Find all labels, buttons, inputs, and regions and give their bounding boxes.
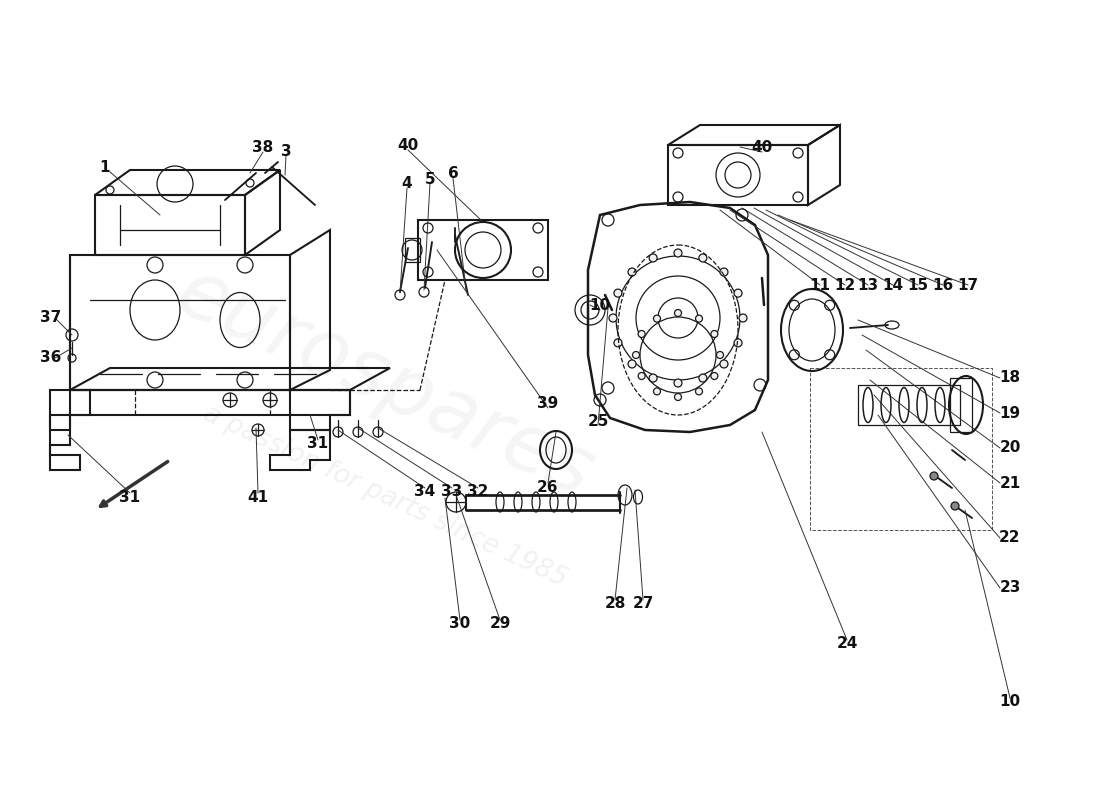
Text: 10: 10 bbox=[1000, 694, 1021, 710]
Text: 33: 33 bbox=[441, 485, 463, 499]
Circle shape bbox=[628, 268, 636, 276]
Circle shape bbox=[628, 360, 636, 368]
Text: 27: 27 bbox=[632, 597, 653, 611]
Text: 13: 13 bbox=[857, 278, 879, 293]
Circle shape bbox=[653, 315, 660, 322]
Circle shape bbox=[649, 374, 657, 382]
Circle shape bbox=[711, 373, 718, 379]
Text: 24: 24 bbox=[836, 637, 858, 651]
Circle shape bbox=[638, 373, 645, 379]
Circle shape bbox=[695, 315, 703, 322]
Text: 36: 36 bbox=[41, 350, 62, 366]
Circle shape bbox=[614, 289, 622, 297]
Text: 1: 1 bbox=[100, 161, 110, 175]
Text: 14: 14 bbox=[882, 278, 903, 293]
Text: 39: 39 bbox=[538, 397, 559, 411]
Circle shape bbox=[720, 268, 728, 276]
Text: 26: 26 bbox=[537, 479, 559, 494]
Text: 16: 16 bbox=[933, 278, 954, 293]
Text: 38: 38 bbox=[252, 141, 274, 155]
Text: 4: 4 bbox=[402, 177, 412, 191]
Text: 25: 25 bbox=[587, 414, 608, 429]
Text: 22: 22 bbox=[999, 530, 1021, 546]
Circle shape bbox=[674, 249, 682, 257]
Circle shape bbox=[720, 360, 728, 368]
Text: 15: 15 bbox=[908, 278, 928, 293]
Text: 32: 32 bbox=[468, 485, 488, 499]
Text: 31: 31 bbox=[120, 490, 141, 505]
Circle shape bbox=[653, 388, 660, 395]
Circle shape bbox=[739, 314, 747, 322]
Text: 28: 28 bbox=[604, 597, 626, 611]
Circle shape bbox=[674, 379, 682, 387]
Text: 31: 31 bbox=[307, 437, 329, 451]
Text: 23: 23 bbox=[999, 581, 1021, 595]
Circle shape bbox=[609, 314, 617, 322]
Text: 11: 11 bbox=[810, 278, 830, 293]
Text: 21: 21 bbox=[1000, 475, 1021, 490]
Circle shape bbox=[734, 339, 742, 347]
Circle shape bbox=[698, 254, 707, 262]
Circle shape bbox=[638, 330, 645, 338]
Text: 40: 40 bbox=[751, 141, 772, 155]
Text: 30: 30 bbox=[450, 617, 471, 631]
Circle shape bbox=[930, 472, 938, 480]
Text: 20: 20 bbox=[999, 441, 1021, 455]
Circle shape bbox=[649, 254, 657, 262]
Circle shape bbox=[674, 394, 682, 401]
Text: 10: 10 bbox=[590, 298, 610, 314]
Circle shape bbox=[632, 351, 639, 358]
Circle shape bbox=[734, 289, 742, 297]
Circle shape bbox=[711, 330, 718, 338]
Text: 40: 40 bbox=[397, 138, 419, 154]
Circle shape bbox=[698, 374, 707, 382]
Circle shape bbox=[716, 351, 724, 358]
Text: 41: 41 bbox=[248, 490, 268, 505]
Text: 6: 6 bbox=[448, 166, 459, 182]
Text: 12: 12 bbox=[835, 278, 856, 293]
Text: 29: 29 bbox=[490, 617, 510, 631]
Circle shape bbox=[952, 502, 959, 510]
Text: 3: 3 bbox=[280, 143, 292, 158]
Text: 37: 37 bbox=[41, 310, 62, 326]
Text: a passion for parts since 1985: a passion for parts since 1985 bbox=[199, 400, 571, 592]
Circle shape bbox=[674, 310, 682, 317]
Circle shape bbox=[614, 339, 622, 347]
Text: 5: 5 bbox=[425, 171, 436, 186]
Circle shape bbox=[695, 388, 703, 395]
Text: 17: 17 bbox=[957, 278, 979, 293]
Text: 19: 19 bbox=[1000, 406, 1021, 421]
Text: 34: 34 bbox=[415, 485, 436, 499]
Text: eurospares: eurospares bbox=[165, 254, 605, 514]
Text: 18: 18 bbox=[1000, 370, 1021, 386]
